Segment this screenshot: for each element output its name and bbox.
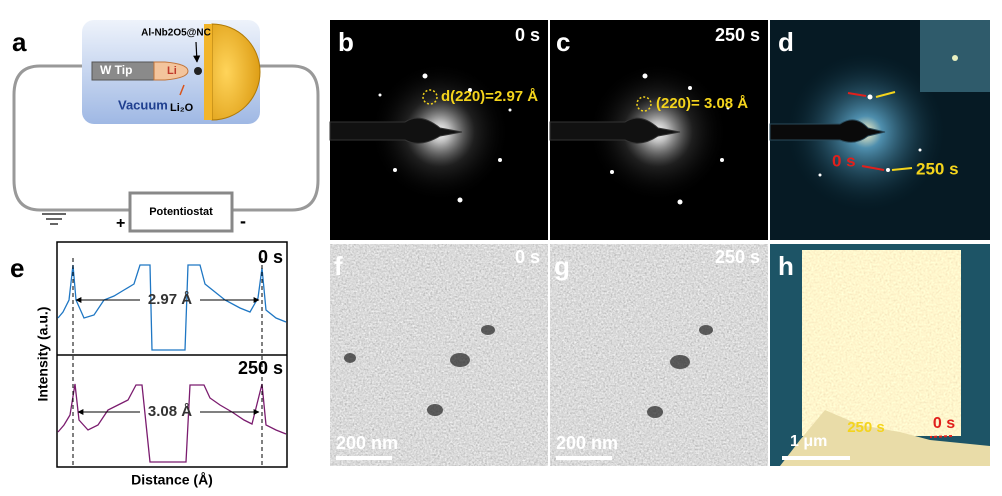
li-tip: [153, 61, 189, 81]
tem-image: [550, 244, 768, 466]
environment-label: Vacuum: [118, 97, 168, 112]
panel-label: c: [556, 27, 570, 57]
dark-regions: [344, 325, 495, 416]
scale-bar-label: 1 μm: [790, 433, 827, 450]
panel-d: d 0 s 250 s: [769, 20, 990, 240]
panel-label: f: [334, 251, 343, 281]
end-label: 250 s: [847, 419, 885, 436]
scale-bar: [556, 456, 612, 460]
instrument-label: Potentiostat: [149, 206, 213, 218]
substrate: [780, 410, 990, 466]
intensity-trace: [57, 383, 287, 463]
sample-label: Al-Nb2O5@NC: [141, 28, 211, 39]
scale-bar: [782, 456, 850, 460]
tem-image: [330, 244, 548, 466]
panel-a: a W Tip Li Al-Nb2O5@NC Vacuum Li₂O Poten…: [12, 20, 320, 233]
beam-stop: [769, 119, 886, 143]
minus-label: -: [240, 211, 246, 231]
potentiostat-box: [128, 191, 234, 233]
time-label: 0 s: [515, 247, 540, 267]
beam-stop: [549, 117, 681, 144]
panel-label: e: [10, 253, 24, 283]
spacing-label: (220)= 3.08 Å: [656, 95, 748, 112]
tip-label: W Tip: [100, 63, 132, 77]
arrow-end: [891, 167, 913, 171]
arrow-start: [929, 435, 953, 438]
arrow-end: [875, 91, 896, 98]
highlight-circle: [422, 89, 438, 105]
scale-bar-label: 200 nm: [336, 433, 398, 453]
panel-label: g: [554, 251, 570, 281]
particle: [194, 67, 202, 75]
arrow-start: [847, 92, 867, 97]
li-label: Li: [167, 65, 177, 77]
diffraction-spots: [378, 73, 512, 203]
plus-label: +: [116, 215, 125, 232]
scale-bar: [336, 456, 392, 460]
gold-electrode: [211, 23, 261, 121]
end-label: 250 s: [916, 159, 959, 178]
panel-label: a: [12, 27, 27, 57]
circuit-wire: [12, 64, 320, 212]
time-label: 250 s: [238, 358, 283, 378]
panel-label: b: [338, 27, 354, 57]
time-label: 250 s: [715, 247, 760, 267]
product-label: Li₂O: [170, 102, 194, 114]
electrode-base: [204, 24, 212, 120]
time-label: 0 s: [258, 247, 283, 267]
start-label: 0 s: [832, 151, 856, 170]
panel-c: c 250 s (220)= 3.08 Å: [549, 20, 768, 240]
beam-stop: [329, 117, 463, 144]
ground-symbol: [42, 213, 66, 225]
diffraction-spots: [610, 73, 730, 205]
arrow-start: [861, 165, 885, 171]
panel-h: h 250 s 0 s 1 μm: [770, 244, 990, 466]
panel-label: h: [778, 251, 794, 281]
y-axis-label: Intensity (a.u.): [35, 307, 51, 402]
time-label: 250 s: [715, 25, 760, 45]
particle-region: [802, 250, 961, 436]
highlight-circle: [636, 96, 652, 112]
scale-bar-label: 200 nm: [556, 433, 618, 453]
diffraction-spots: [818, 94, 922, 177]
panel-g: g 250 s 200 nm: [550, 244, 768, 466]
panel-f: f 0 s 200 nm: [330, 244, 548, 466]
panel-e: e 2.97 Å 3.08 Å 0 s 250 s Intensity (a.u…: [10, 241, 288, 488]
spacing-label: d(220)=2.97 Å: [441, 88, 538, 105]
dark-regions: [647, 325, 713, 418]
arrow: [193, 41, 201, 63]
start-label: 0 s: [933, 415, 955, 432]
spacing-label: 2.97 Å: [148, 291, 192, 308]
time-label: 0 s: [515, 25, 540, 45]
inset-spot: [952, 55, 958, 61]
arrow: [179, 84, 185, 96]
spacing-label: 3.08 Å: [148, 403, 192, 420]
panel-label: d: [778, 27, 794, 57]
x-axis-label: Distance (Å): [131, 472, 213, 488]
panel-b: b 0 s d(220)=2.97 Å: [329, 20, 548, 240]
